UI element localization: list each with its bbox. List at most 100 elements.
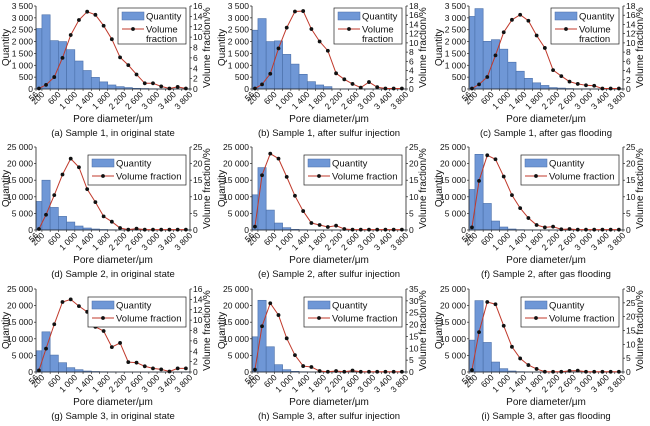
volume-fraction-point [175,227,180,232]
volume-fraction-point [534,33,539,38]
left-tick-label: 2 000 [445,37,467,47]
volume-fraction-point [584,83,588,88]
left-tick-label: 500 [452,72,466,82]
legend-label-volume: Volume [579,25,611,36]
left-tick-label: 15 000 [223,175,249,185]
volume-fraction-point [268,151,273,156]
right-tick-label: 25 [409,308,419,318]
volume-fraction-point [470,225,474,230]
volume-fraction-point [134,226,139,231]
volume-fraction-point [559,369,564,374]
y-axis-title-right: Volume fraction/% [202,7,213,88]
y-axis-title-left: Quantity [217,170,228,207]
chart-panel: 0 5 000 10 000 15 000 20 000 25 000 0 5 10 15 20 25… [0,141,216,283]
quantity-bar [41,179,51,231]
volume-fraction-point [334,369,338,373]
right-tick-label: 8 [193,326,198,336]
right-tick-label: 0 [193,84,198,94]
left-tick-label: 1 500 [228,48,250,58]
left-tick-label: 0 [28,225,33,235]
right-tick-label: 5 [193,208,198,218]
legend-label-quantity: Quantity [116,301,152,312]
legend-label-quantity: Quantity [332,159,368,170]
chart-panel: 0 5 000 10 000 15 000 20 000 25 000 0 5 10 15 20 25… [433,141,649,283]
left-tick-label: 0 [461,367,466,377]
volume-fraction-point [118,341,122,345]
volume-fraction-point [159,84,164,89]
left-tick-label: 0 [28,367,33,377]
volume-fraction-point [68,297,73,302]
legend-swatch-quantity [524,300,548,310]
volume-fraction-point [600,369,605,374]
volume-fraction-point [260,82,264,87]
right-tick-label: 10 [626,339,636,349]
volume-fraction-point [575,82,580,86]
legend-swatch-quantity [524,158,548,168]
chart-title: (g) Sample 3, in original state [51,411,175,422]
chart-svg: 0 5 000 10 000 15 000 20 000 25 000 0 5 10 15 20 25… [1,142,213,280]
quantity-bar [499,48,509,90]
volume-fraction-point [542,46,547,50]
left-tick-label: 2 000 [228,37,250,47]
volume-fraction-point [493,157,498,162]
chart-title: (a) Sample 1, in original state [51,128,175,139]
left-tick-label: 1 000 [445,60,467,70]
quantity-bar [474,8,484,90]
legend-label-volume: Volume fraction [116,172,181,183]
quantity-bar [49,40,59,90]
right-tick-label: 10 [193,32,203,42]
volume-fraction-point [526,363,531,367]
quantity-bar [41,14,51,90]
chart-panel: 0 500 1 000 1 500 2 000 2 500 3 000 3 500 0 2 4 6 8 1… [216,0,432,142]
legend-swatch-quantity [307,300,331,310]
volume-fraction-point [470,368,474,372]
volume-fraction-point [350,82,355,86]
volume-fraction-point [375,85,380,90]
y-axis-title-left: Quantity [434,170,445,207]
left-tick-label: 20 000 [223,159,249,169]
volume-fraction-point [501,30,506,35]
volume-fraction-point [68,156,73,161]
right-tick-label: 10 [409,343,419,353]
left-tick-label: 15 000 [440,317,466,327]
volume-fraction-point [493,302,498,307]
right-tick-label: 16 [193,1,203,11]
volume-fraction-point [334,223,338,228]
right-tick-label: 15 [409,175,419,185]
right-tick-label: 14 [626,19,636,29]
volume-fraction-point [52,75,57,79]
volume-fraction-point [399,369,404,374]
x-tick-label: 3 800 [605,89,627,111]
volume-fraction-point [109,37,114,42]
chart-title: (e) Sample 2, after sulfur injection [258,269,400,280]
legend-label-quantity: Quantity [549,159,585,170]
quantity-bar [482,342,492,373]
volume-fraction-point [375,227,380,232]
left-tick-label: 20 000 [440,159,466,169]
right-tick-label: 30 [409,296,419,306]
volume-fraction-point [37,227,41,231]
volume-fraction-point [567,79,572,84]
volume-fraction-point [159,367,164,372]
chart-svg: 0 5 000 10 000 15 000 20 000 25 000 0 5 10 15 20 25… [434,142,646,280]
legend-label-volume-cont: fraction [146,34,177,45]
x-tick-label: 3 800 [172,230,194,252]
volume-fraction-point [501,174,506,179]
legend-label-quantity: Quantity [332,301,368,312]
quantity-bar [107,84,117,90]
y-axis-title-right: Volume fraction/% [202,148,213,229]
legend-swatch-quantity [121,11,145,21]
volume-fraction-point [325,225,330,229]
left-tick-label: 10 000 [440,334,466,344]
right-tick-label: 20 [409,320,419,330]
right-tick-label: 2 [409,75,414,85]
y-axis-title-right: Volume fraction/% [418,290,429,371]
volume-fraction-point [526,216,531,220]
left-tick-label: 20 000 [7,159,33,169]
left-tick-label: 3 000 [445,13,467,23]
chart-title: (i) Sample 3, after gas flooding [481,411,610,422]
